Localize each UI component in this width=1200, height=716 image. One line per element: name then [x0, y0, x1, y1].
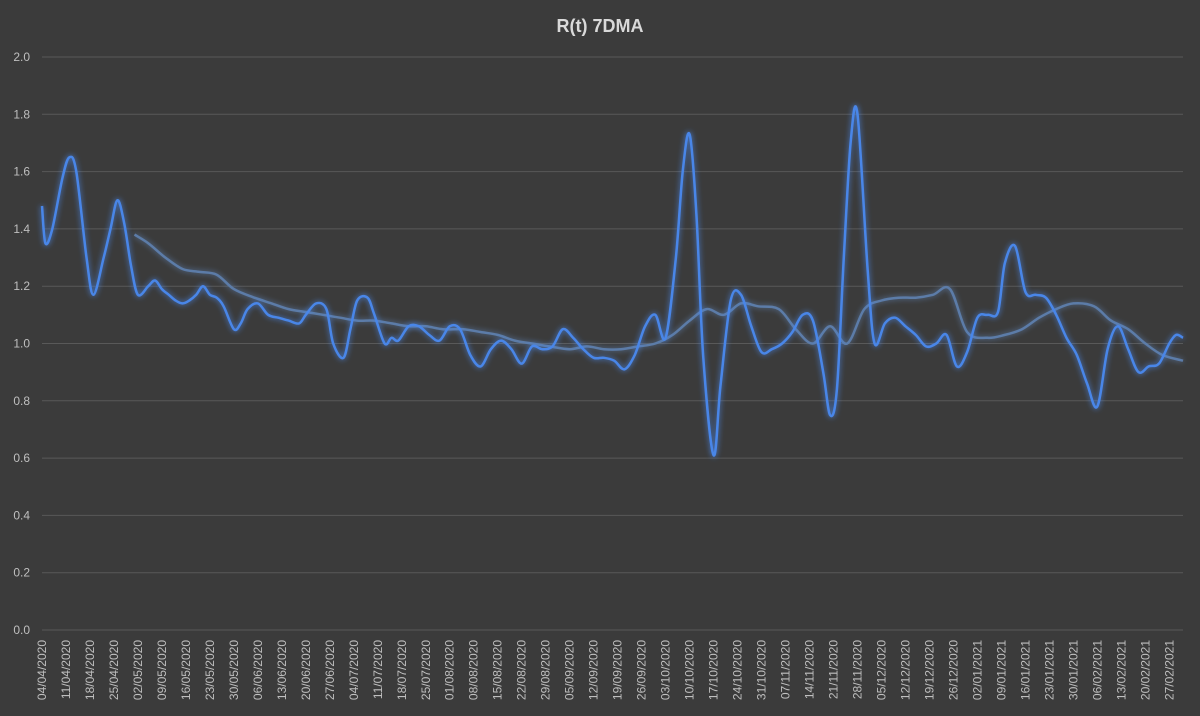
x-tick-label: 27/06/2020 [323, 640, 337, 700]
y-tick-label: 0.0 [13, 623, 30, 637]
x-tick-label: 04/07/2020 [347, 640, 361, 700]
y-tick-label: 1.6 [13, 165, 30, 179]
x-tick-label: 18/04/2020 [83, 640, 97, 700]
y-tick-label: 1.4 [13, 222, 30, 236]
chart-title: R(t) 7DMA [557, 16, 644, 36]
series-lines [40, 105, 1184, 457]
x-tick-label: 19/12/2020 [922, 640, 936, 700]
x-tick-label: 28/11/2020 [850, 640, 864, 699]
x-tick-label: 11/07/2020 [371, 640, 385, 699]
x-tick-label: 19/09/2020 [611, 640, 625, 700]
y-tick-label: 0.8 [13, 394, 30, 408]
x-tick-label: 23/01/2021 [1042, 640, 1056, 700]
x-tick-label: 09/01/2021 [994, 640, 1008, 700]
x-tick-label: 13/02/2021 [1114, 640, 1128, 700]
reference-lines [42, 342, 1183, 460]
x-tick-label: 15/08/2020 [491, 640, 505, 700]
x-tick-label: 04/04/2020 [35, 640, 49, 700]
x-tick-label: 05/12/2020 [874, 640, 888, 700]
x-tick-label: 29/08/2020 [539, 640, 553, 700]
x-tick-label: 25/04/2020 [107, 640, 121, 700]
y-tick-label: 1.0 [13, 337, 30, 351]
x-tick-label: 09/05/2020 [155, 640, 169, 700]
x-tick-label: 30/05/2020 [227, 640, 241, 700]
x-tick-label: 26/12/2020 [946, 640, 960, 700]
x-tick-label: 18/07/2020 [395, 640, 409, 700]
x-tick-label: 26/09/2020 [635, 640, 649, 700]
x-tick-label: 24/10/2020 [731, 640, 745, 700]
y-tick-label: 0.2 [13, 566, 30, 580]
x-tick-label: 25/07/2020 [419, 640, 433, 700]
x-tick-label: 23/05/2020 [203, 640, 217, 700]
x-tick-label: 13/06/2020 [275, 640, 289, 700]
x-tick-label: 06/02/2021 [1090, 640, 1104, 700]
x-tick-label: 08/08/2020 [467, 640, 481, 700]
x-tick-label: 11/04/2020 [59, 640, 73, 699]
x-tick-label: 22/08/2020 [515, 640, 529, 700]
series-line-rt [40, 105, 1184, 457]
x-tick-label: 20/02/2021 [1138, 640, 1152, 700]
y-axis-ticks: 0.0 0.2 0.4 0.6 0.8 1.0 1.2 1.4 1.6 1.8 2.0 [13, 50, 30, 637]
y-tick-label: 2.0 [13, 50, 30, 64]
x-tick-label: 12/12/2020 [898, 640, 912, 700]
x-tick-label: 16/05/2020 [179, 640, 193, 700]
x-tick-label: 21/11/2020 [827, 640, 841, 699]
x-tick-label: 10/10/2020 [683, 640, 697, 700]
x-tick-label: 16/01/2021 [1018, 640, 1032, 700]
y-tick-label: 0.4 [13, 508, 30, 522]
series-line-trend [133, 233, 1184, 362]
x-tick-label: 03/10/2020 [659, 640, 673, 700]
x-tick-label: 02/05/2020 [131, 640, 145, 700]
x-tick-label: 01/08/2020 [443, 640, 457, 700]
y-tick-label: 1.2 [13, 279, 30, 293]
x-axis-ticks: 04/04/2020 11/04/2020 18/04/2020 25/04/2020… [35, 640, 1176, 700]
y-tick-label: 1.8 [13, 107, 30, 121]
x-tick-label: 02/01/2021 [970, 640, 984, 700]
x-tick-label: 20/06/2020 [299, 640, 313, 700]
x-tick-label: 12/09/2020 [587, 640, 601, 700]
x-tick-label: 06/06/2020 [251, 640, 265, 700]
x-tick-label: 07/11/2020 [779, 640, 793, 699]
y-tick-label: 0.6 [13, 451, 30, 465]
x-tick-label: 31/10/2020 [755, 640, 769, 700]
x-tick-label: 30/01/2021 [1066, 640, 1080, 700]
x-tick-label: 27/02/2021 [1162, 640, 1176, 700]
x-tick-label: 17/10/2020 [707, 640, 721, 700]
x-tick-label: 14/11/2020 [803, 640, 817, 699]
x-tick-label: 05/09/2020 [563, 640, 577, 700]
